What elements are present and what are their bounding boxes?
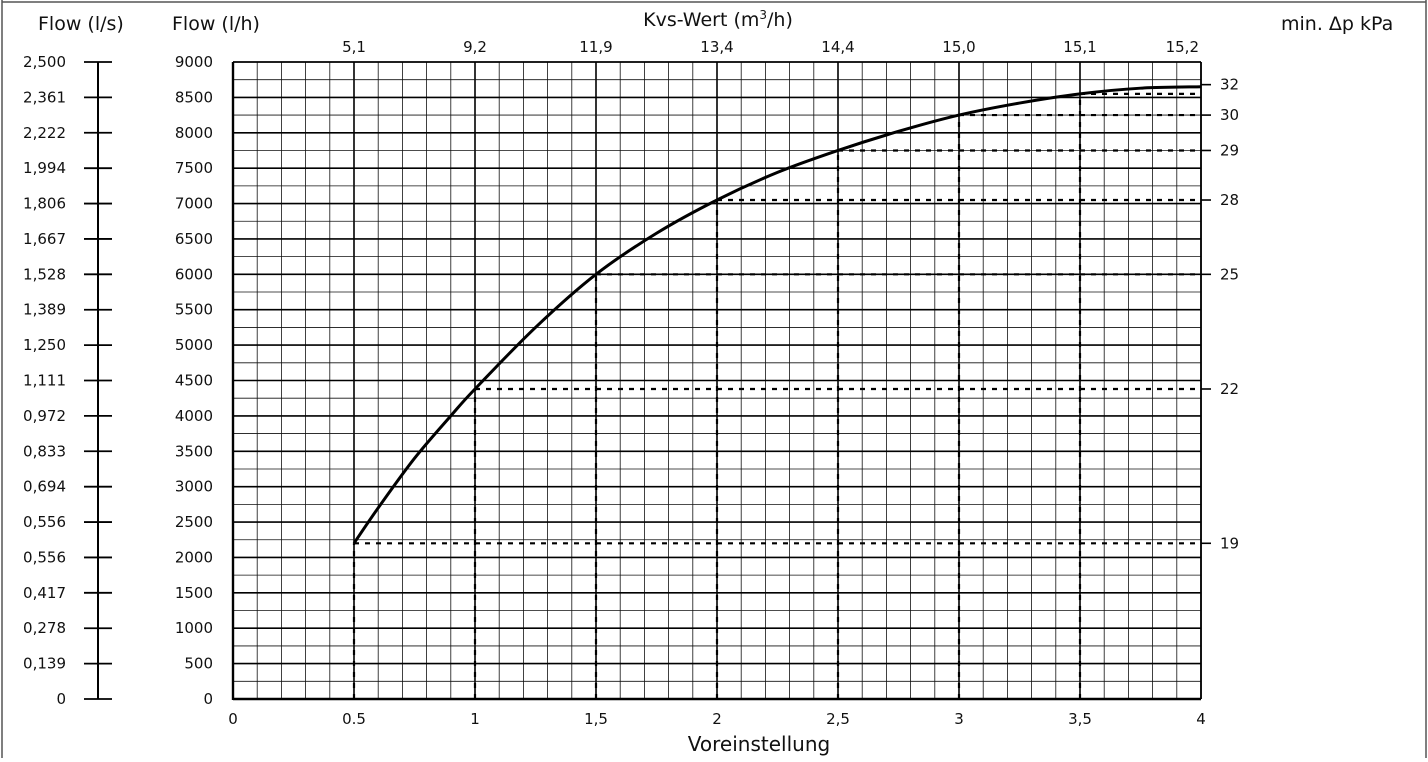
pressure-tick-label: 29 (1220, 141, 1239, 159)
flow-lh-tick-label: 1000 (175, 619, 213, 637)
flow-lh-tick-label: 4500 (175, 372, 213, 390)
flow-ls-tick-label: 1,528 (23, 265, 66, 283)
flow-lh-tick-label: 8000 (175, 124, 213, 142)
flow-ls-tick-label: 0,417 (23, 584, 66, 602)
x-tick-label: 0 (228, 710, 238, 728)
flow-lh-tick-label: 6500 (175, 230, 213, 248)
pressure-tick-label: 22 (1220, 380, 1239, 398)
x-tick-label: 4 (1196, 710, 1206, 728)
flow-lh-tick-label: 1500 (175, 584, 213, 602)
flow-ls-tick-label: 0 (56, 690, 66, 708)
flow-lh-tick-label: 2000 (175, 548, 213, 566)
pressure-tick-label: 19 (1220, 534, 1239, 552)
flow-lh-axis-title: Flow (l/h) (172, 13, 260, 35)
pressure-tick-label: 32 (1220, 76, 1239, 94)
flow-lh-tick-label: 9000 (175, 53, 213, 71)
pressure-axis-title: min. Δp kPa (1281, 13, 1393, 35)
kvs-axis-title-prefix: Kvs-Wert (m (643, 9, 759, 31)
flow-lh-tick-label: 5500 (175, 301, 213, 319)
kvs-tick-label: 11,9 (579, 38, 612, 56)
flow-ls-tick-label: 1,250 (23, 336, 66, 354)
flow-lh-tick-label: 4000 (175, 407, 213, 425)
flow-lh-tick-label: 8500 (175, 88, 213, 106)
axes-layer (84, 61, 1211, 701)
flow-curve-layer (352, 85, 1202, 545)
kvs-tick-label: 9,2 (463, 38, 487, 56)
kvs-tick-label: 5,1 (342, 38, 366, 56)
kvs-tick-label: 15,0 (942, 38, 975, 56)
setpoint-guides (352, 92, 1201, 699)
flow-lh-tick-label: 0 (203, 690, 213, 708)
kvs-tick-label: 13,4 (700, 38, 733, 56)
kvs-tick-label: 15,1 (1063, 38, 1096, 56)
flow-ls-tick-label: 0,556 (23, 513, 66, 531)
flow-ls-tick-label: 1,389 (23, 301, 66, 319)
x-tick-label: 3,5 (1068, 710, 1092, 728)
flow-ls-tick-label: 0,694 (23, 478, 66, 496)
pressure-tick-label: 25 (1220, 265, 1239, 283)
flow-lh-tick-label: 500 (184, 655, 213, 673)
flow-ls-tick-label: 0,833 (23, 442, 66, 460)
flow-ls-tick-label: 1,994 (23, 159, 66, 177)
flow-ls-tick-label: 2,361 (23, 88, 66, 106)
x-tick-label: 2,5 (826, 710, 850, 728)
flow-ls-tick-label: 0,556 (23, 548, 66, 566)
flow-ls-tick-label: 0,972 (23, 407, 66, 425)
kvs-tick-label: 14,4 (821, 38, 854, 56)
flow-ls-tick-label: 2,500 (23, 53, 66, 71)
flow-lh-tick-label: 3500 (175, 442, 213, 460)
flow-lh-tick-label: 6000 (175, 265, 213, 283)
x-tick-label: 0.5 (342, 710, 366, 728)
pressure-tick-label: 30 (1220, 106, 1239, 124)
kvs-axis-title-sup: 3 (759, 8, 767, 22)
flow-lh-tick-label: 3000 (175, 478, 213, 496)
flow-ls-tick-label: 1,111 (23, 372, 66, 390)
flow-lh-tick-label: 2500 (175, 513, 213, 531)
flow-lh-tick-label: 7500 (175, 159, 213, 177)
flow-ls-tick-label: 0,139 (23, 655, 66, 673)
flow-ls-tick-label: 1,806 (23, 195, 66, 213)
kvs-axis-title: Kvs-Wert (m3/h) (643, 8, 793, 31)
x-tick-label: 2 (712, 710, 722, 728)
x-tick-label: 3 (954, 710, 964, 728)
x-tick-label: 1 (470, 710, 480, 728)
x-axis-title: Voreinstellung (688, 732, 830, 756)
flow-ls-tick-label: 0,278 (23, 619, 66, 637)
pressure-tick-label: 28 (1220, 191, 1239, 209)
kvs-tick-label: 15,2 (1166, 38, 1199, 56)
kvs-axis-title-suffix: /h) (767, 9, 793, 31)
flow-ls-tick-label: 2,222 (23, 124, 66, 142)
flow-curve-line (352, 85, 1202, 545)
flow-lh-tick-label: 7000 (175, 195, 213, 213)
flow-ls-tick-label: 1,667 (23, 230, 66, 248)
flow-lh-tick-label: 5000 (175, 336, 213, 354)
flow-ls-axis-title: Flow (l/s) (38, 13, 124, 35)
plot-grid (232, 61, 1202, 700)
x-tick-label: 1,5 (584, 710, 608, 728)
